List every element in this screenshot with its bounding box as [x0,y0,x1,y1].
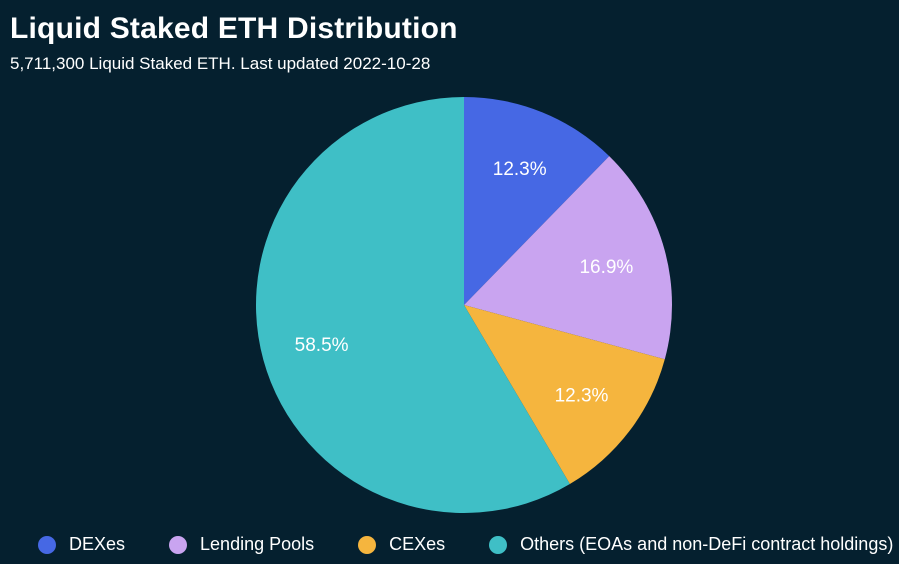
pie-slice-dexes[interactable] [464,97,610,305]
legend-label: Lending Pools [200,534,315,554]
legend-swatch-icon [38,535,56,554]
legend-label: DEXes [69,534,126,554]
legend-swatch-icon [358,535,377,554]
pie-slice-lending-pools[interactable] [464,156,673,360]
legend-label: CEXes [389,534,446,554]
legend-item-lending-pools[interactable]: Lending Pools [169,534,314,555]
pie-slice-others-eoas-and-non-defi-contract-holdings[interactable] [255,97,570,513]
slice-percentage-label-lending-pools: 16.9% [579,257,633,278]
legend-item-dexes[interactable]: DEXes [38,534,125,555]
chart-header: Liquid Staked ETH Distribution 5,711,300… [10,11,458,74]
slice-percentage-label-others-eoas-and-non-defi-contract-holdings: 58.5% [295,335,349,356]
slice-percentage-label-cexes: 12.3% [555,385,609,406]
legend-item-others-eoas-and-non-defi-contract-holdings[interactable]: Others (EOAs and non-DeFi contract holdi… [489,534,893,555]
chart-subtitle: 5,711,300 Liquid Staked ETH. Last update… [10,54,431,73]
chart-title: Liquid Staked ETH Distribution [10,12,458,45]
pie-slice-cexes[interactable] [464,305,665,485]
slice-percentage-label-dexes: 12.3% [493,159,547,180]
legend: DEXes Lending Pools CEXes Others (EOAs and … [38,534,899,555]
legend-swatch-icon [489,535,508,554]
legend-item-cexes[interactable]: CEXes [358,534,445,555]
legend-swatch-icon [169,535,188,554]
legend-label: Others (EOAs and non-DeFi contract holdi… [520,534,894,554]
